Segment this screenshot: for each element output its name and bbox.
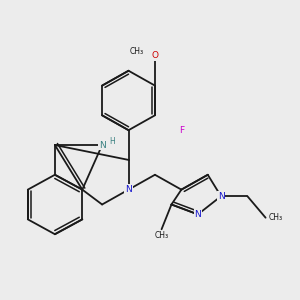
Text: N: N — [99, 140, 106, 149]
Text: O: O — [152, 51, 158, 60]
Text: CH₃: CH₃ — [269, 213, 283, 222]
Text: N: N — [125, 185, 132, 194]
Text: CH₃: CH₃ — [154, 231, 169, 240]
Text: H: H — [110, 137, 115, 146]
Text: CH₃: CH₃ — [129, 47, 143, 56]
Text: N: N — [218, 192, 224, 201]
Text: N: N — [194, 210, 201, 219]
Text: F: F — [179, 126, 184, 135]
